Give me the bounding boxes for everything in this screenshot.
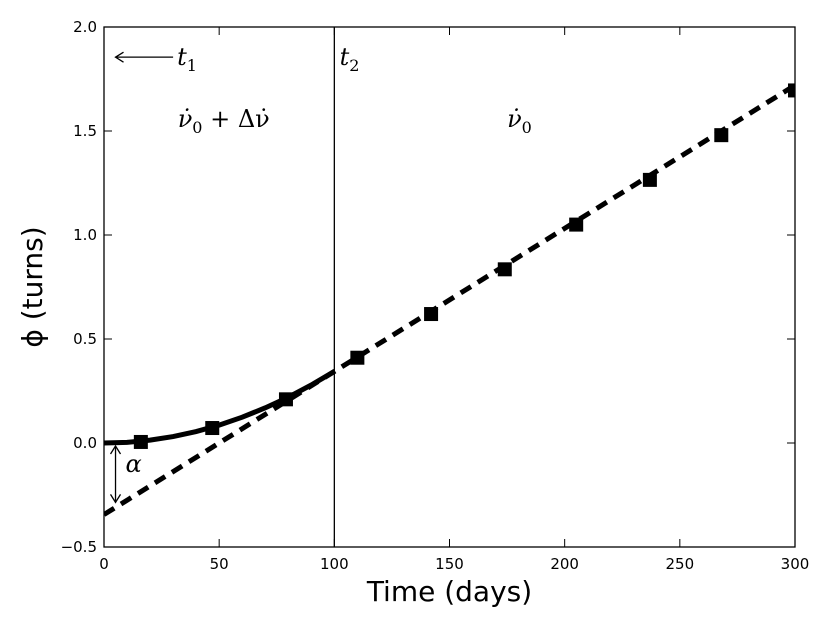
data-point — [205, 421, 220, 436]
x-tick-label: 150 — [435, 555, 464, 573]
dashed-line-series — [104, 83, 795, 517]
alpha-arrow-head-bottom — [109, 494, 122, 504]
data-point — [714, 128, 729, 143]
data-point — [788, 83, 795, 98]
data-point — [497, 262, 512, 277]
alpha-arrow-head-top — [109, 444, 122, 455]
t1-label: t1 — [177, 43, 197, 75]
y-tick-label: 1.0 — [73, 226, 97, 244]
series-layer — [104, 83, 795, 517]
x-tick-label: 100 — [320, 555, 349, 573]
y-tick-label: 0.0 — [73, 434, 97, 452]
x-axis-title: Time (days) — [366, 575, 532, 608]
y-tick-label: 0.5 — [73, 330, 97, 348]
x-tick-label: 50 — [210, 555, 229, 573]
region-right-label: ν̇0 — [507, 105, 532, 137]
data-point — [642, 172, 657, 187]
data-point — [424, 307, 439, 322]
t1-arrow-head — [114, 51, 124, 63]
x-tick-label: 250 — [666, 555, 695, 573]
x-tick-label: 300 — [781, 555, 810, 573]
ticks-layer: 0 50 100 150 200 250 300 −0.5 0.0 0.5 1.0 1.5 2.0 — [61, 18, 810, 573]
y-tick-label: 2.0 — [73, 18, 97, 36]
t2-label: t2 — [340, 43, 360, 75]
region-left-label: ν̇0 + Δν̇ — [178, 105, 270, 137]
y-tick-label: 1.5 — [73, 122, 97, 140]
alpha-label: α — [126, 450, 142, 478]
y-axis-title: ϕ (turns) — [16, 226, 49, 347]
data-point — [350, 350, 365, 365]
y-tick-label: −0.5 — [61, 538, 97, 556]
data-point — [569, 217, 584, 232]
x-tick-label: 200 — [550, 555, 579, 573]
data-point — [133, 434, 148, 449]
annotation-layer: t1 t2 ν̇0 + Δν̇ ν̇0 α — [109, 27, 532, 547]
x-tick-label: 0 — [99, 555, 109, 573]
data-point — [278, 392, 293, 407]
